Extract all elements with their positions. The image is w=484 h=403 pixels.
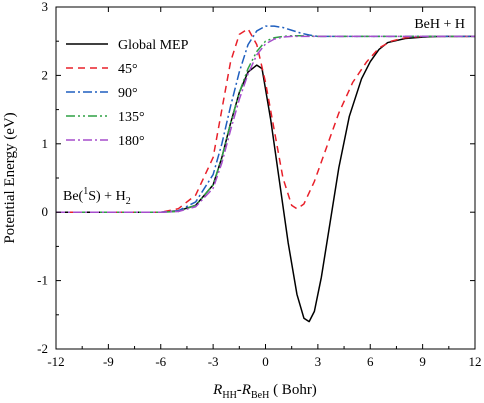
annotation-reactant: Be(1S) + H2 xyxy=(63,186,131,207)
annotation-reactant-sup: 1 xyxy=(83,186,88,197)
y-tick-label-3: 1 xyxy=(42,136,49,151)
x-axis-title-sub1: HH xyxy=(222,390,236,401)
x-tick-label-6: 6 xyxy=(367,354,374,369)
y-tick-label-4: 2 xyxy=(42,67,49,82)
annotation-reactant-sub: 2 xyxy=(126,196,131,207)
y-axis-title: Potential Energy (eV) xyxy=(2,112,18,243)
y-tick-label-5: 3 xyxy=(42,0,49,14)
x-tick-label-7: 9 xyxy=(419,354,426,369)
x-tick-label-4: 0 xyxy=(262,354,269,369)
y-tick-label-0: -2 xyxy=(37,341,48,356)
x-tick-label-3: -3 xyxy=(208,354,219,369)
series-line-1 xyxy=(56,28,475,213)
legend-label-4: 180° xyxy=(118,134,145,149)
series-line-4 xyxy=(56,35,475,213)
x-tick-label-8: 12 xyxy=(469,354,482,369)
annotation-reactant-pre: Be( xyxy=(63,189,84,204)
annotation-product: BeH + H xyxy=(414,17,465,32)
x-tick-label-1: -9 xyxy=(103,354,114,369)
x-tick-label-0: -12 xyxy=(47,354,64,369)
legend: Global MEP 45° 90° 135° 180° xyxy=(66,38,189,149)
plot-frame xyxy=(55,6,476,350)
series-layer xyxy=(56,25,475,323)
x-axis-title-sub2: BeH xyxy=(251,390,269,401)
annotation-reactant-mid: S) + H xyxy=(88,189,125,204)
x-tick-label-5: 3 xyxy=(315,354,322,369)
legend-label-3: 135° xyxy=(118,110,145,125)
x-tick-label-2: -6 xyxy=(155,354,166,369)
x-axis-title: RHH-RBeH ( Bohr) xyxy=(212,382,317,401)
x-axis-title-dash: - xyxy=(237,382,242,398)
x-axis-title-unit: ( Bohr) xyxy=(269,382,317,398)
legend-label-0: Global MEP xyxy=(118,38,189,53)
series-line-2 xyxy=(56,25,475,213)
series-line-0 xyxy=(56,35,475,323)
legend-label-2: 90° xyxy=(118,86,138,101)
y-tick-label-2: 0 xyxy=(42,204,49,219)
x-axis-title-r2: R xyxy=(241,382,251,398)
legend-label-1: 45° xyxy=(118,62,138,77)
y-tick-label-1: -1 xyxy=(37,273,48,288)
x-axis-title-r1: R xyxy=(212,382,222,398)
